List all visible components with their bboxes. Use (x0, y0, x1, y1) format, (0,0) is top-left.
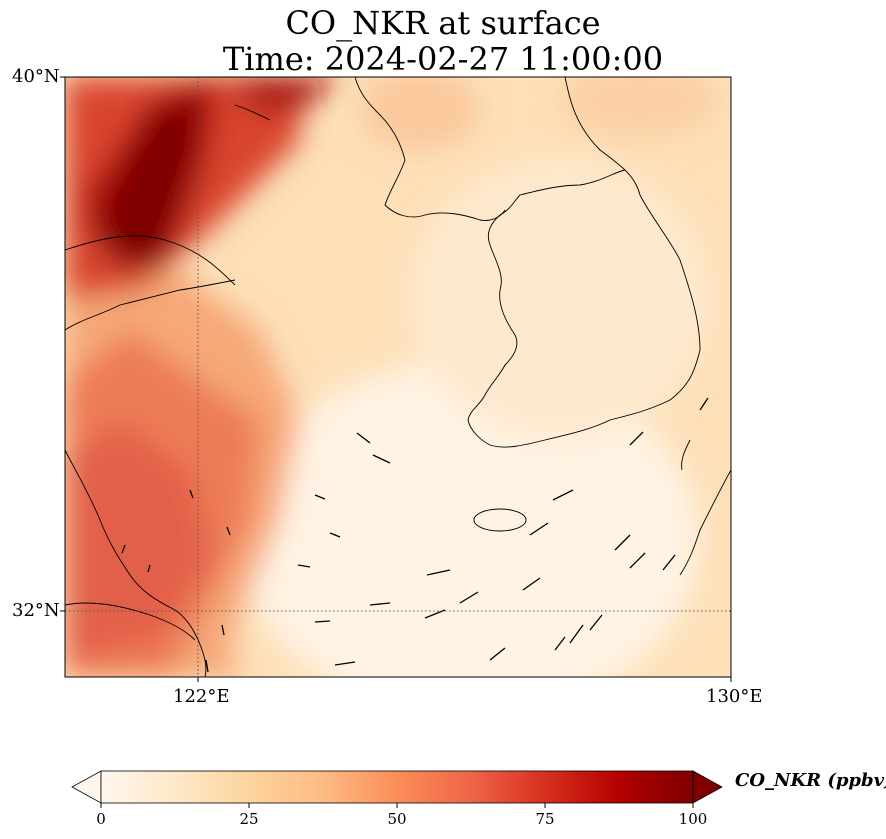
colorbar-tick-75: 75 (535, 810, 555, 828)
lon-tick-label-122: 122°E (173, 686, 230, 707)
lat-tick-label-40: 40°N (12, 66, 60, 87)
colorbar-tick-25: 25 (239, 810, 259, 828)
map-title: CO_NKR at surface (285, 4, 601, 42)
colorbar-extend-max (692, 770, 723, 804)
lat-tick-label-32: 32°N (12, 600, 60, 621)
gridlines (65, 77, 731, 677)
colorbar-gradient (101, 771, 693, 803)
wind-vectors (121, 397, 709, 673)
colorbar (71, 770, 723, 808)
axis-ticks (60, 76, 732, 682)
map-frame (64, 76, 732, 678)
coastline (65, 77, 731, 677)
lon-tick-label-130: 130°E (706, 686, 763, 707)
colorbar-tick-0: 0 (96, 810, 106, 828)
concentration-field (65, 77, 731, 677)
colorbar-tick-100: 100 (678, 810, 708, 828)
map-subtitle-time: Time: 2024-02-27 11:00:00 (222, 40, 664, 78)
colorbar-extend-min (71, 770, 102, 804)
colorbar-tick-50: 50 (387, 810, 407, 828)
colorbar-label: CO_NKR (ppbv) (735, 770, 886, 791)
